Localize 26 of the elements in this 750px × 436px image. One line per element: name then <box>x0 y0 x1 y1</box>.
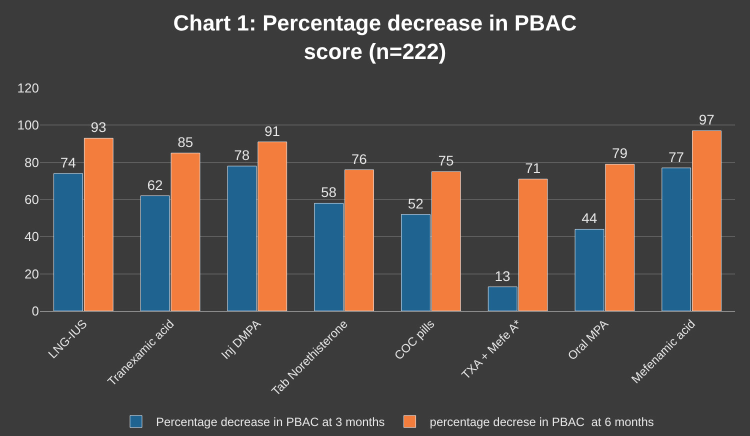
y-tick-label: 120 <box>17 80 39 96</box>
data-label: 79 <box>612 145 628 162</box>
chart-title: Chart 1: Percentage decrease in PBAC score (n=222) <box>173 10 577 64</box>
data-label: 74 <box>60 154 76 170</box>
y-tick-label: 40 <box>24 229 39 244</box>
legend-label: Percentage decrease in PBAC at 3 months <box>156 415 385 430</box>
data-label: 75 <box>438 152 454 169</box>
y-tick-label: 60 <box>24 192 39 208</box>
data-label: 62 <box>147 176 164 193</box>
data-label: 58 <box>320 184 337 200</box>
data-label: 13 <box>494 268 511 284</box>
legend-label: percentage decrese in PBAC at 6 months <box>430 415 654 430</box>
y-tick-label: 80 <box>24 154 39 170</box>
data-label: 91 <box>264 122 280 139</box>
data-label: 93 <box>90 119 107 136</box>
y-tick-label: 0 <box>32 304 39 319</box>
data-label: 76 <box>351 150 368 167</box>
data-label: 71 <box>525 160 541 176</box>
y-tick-label: 20 <box>24 266 39 282</box>
data-label: 77 <box>668 148 684 165</box>
data-label: 52 <box>408 195 424 212</box>
data-label: 85 <box>178 134 194 150</box>
data-label: 78 <box>234 147 250 164</box>
data-label: 44 <box>582 210 598 226</box>
data-label: 97 <box>698 112 715 128</box>
y-tick-label: 100 <box>17 118 39 133</box>
